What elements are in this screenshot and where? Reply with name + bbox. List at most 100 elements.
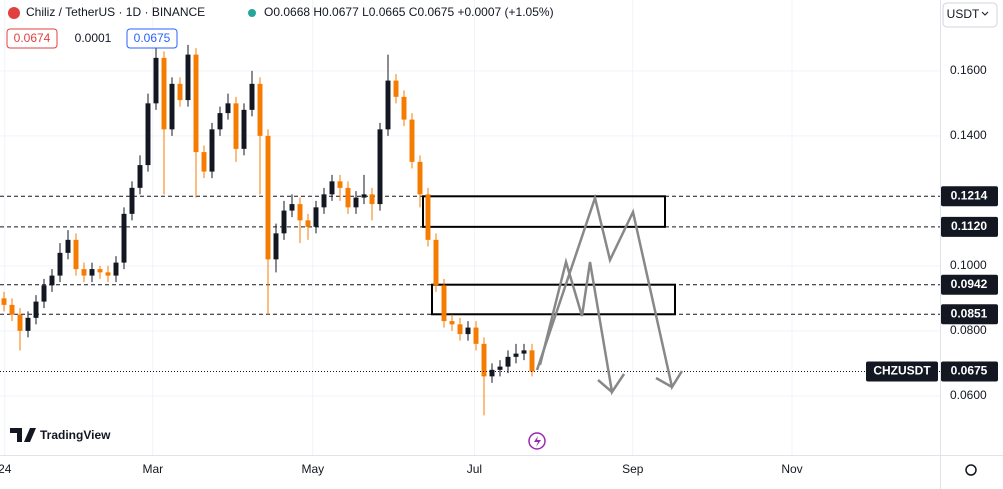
candle-body [457,324,463,335]
candle-body [505,356,511,367]
candle-body [425,194,431,240]
level-label: 0.1214 [951,188,988,202]
x-tick-label: Mar [142,462,163,476]
candle-body [97,269,103,273]
y-tick-label: 0.0600 [950,388,987,402]
projection-line [597,379,613,393]
level-label: 0.1120 [951,219,987,233]
zone-box [422,195,666,228]
x-tick-label: Jul [467,462,482,476]
candle-body [465,327,471,335]
candle-body [25,317,31,331]
x-tick-label: May [301,462,324,476]
candle-body [369,194,375,205]
dropdown-caret [981,11,989,16]
ask-price: 0.0675 [134,31,171,45]
candle-body [81,269,87,276]
candle-body [281,210,287,234]
candle-body [1,298,7,305]
candle-body [105,272,111,276]
projection-line [538,257,626,396]
candle-body [201,152,207,172]
bid-box[interactable] [6,28,58,49]
candle-body [497,366,503,370]
status-dot [248,9,256,17]
y-tick-label: 0.1400 [950,128,987,142]
x-tick-label: Nov [781,462,802,476]
candle-body [121,213,127,263]
candle-body [385,80,391,130]
candle-body [89,269,95,276]
candle-body [273,233,279,260]
ask-box[interactable] [126,28,178,49]
ohlc-legend: O0.0668 H0.0677 L0.0665 C0.0675 +0.0007 … [264,5,554,19]
candle-body [441,285,447,322]
y-tick-label: 0.0800 [950,323,987,337]
brand-logo [10,428,36,442]
symbol-label-box [866,361,938,382]
candle-body [17,314,23,331]
candle-body [417,161,423,195]
chart-title[interactable]: Chiliz / TetherUS · 1D · BINANCE [26,5,205,19]
candle-body [9,304,15,315]
bid-price: 0.0674 [14,31,51,45]
y-tick-label: 0.1000 [950,258,987,272]
projection-line [655,376,673,389]
candle-body [33,301,39,318]
candle-body [233,103,239,149]
candle-body [433,239,439,286]
candle-body [57,252,63,276]
spread: 0.0001 [75,31,112,45]
projection-line [535,193,684,391]
candle-body [169,83,175,130]
candle-body [529,350,535,372]
candle-body [73,239,79,270]
candle-body [161,57,167,130]
candle-body [297,204,303,221]
candle-body [353,197,359,208]
candle-body [185,54,191,101]
candle-body [217,113,223,130]
level-label: 0.0851 [951,306,988,320]
level-label-box [941,186,998,207]
candle-body [113,262,119,276]
candle-body [361,194,367,198]
candle-body [241,109,247,149]
candle-body [289,204,295,211]
candle-body [401,96,407,120]
candle-body [49,275,55,286]
symbol-icon [8,7,20,19]
events-bolt [534,436,541,447]
events-icon[interactable] [528,432,546,450]
candle-body [513,353,519,357]
y-tick-label: 0.1600 [950,63,987,77]
settings-icon[interactable] [965,464,977,476]
candle-body [153,57,159,104]
candle-body [313,207,319,227]
candle-body [345,187,351,208]
candle-body [265,135,271,260]
candle-body [225,103,231,114]
x-tick-label: 24 [0,462,12,476]
candle-body [337,181,343,188]
candle-body [449,321,455,325]
currency-button[interactable] [942,2,998,28]
candle-body [377,129,383,205]
candle-body [481,343,487,377]
candle-body [393,80,399,97]
level-label: 0.0942 [951,277,988,291]
brand-name: TradingView [40,428,111,442]
candle-body [145,103,151,166]
candle-body [257,83,263,136]
symbol-label: CHZUSDT [873,364,931,378]
level-label-box [941,304,998,325]
candle-body [193,54,199,153]
candle-body [209,129,215,172]
candle-body [137,165,143,188]
candle-body [305,220,311,227]
candle-body [489,369,495,377]
level-label-box [941,216,998,237]
currency: USDT [947,7,980,21]
last-price-label: 0.0675 [951,364,988,378]
